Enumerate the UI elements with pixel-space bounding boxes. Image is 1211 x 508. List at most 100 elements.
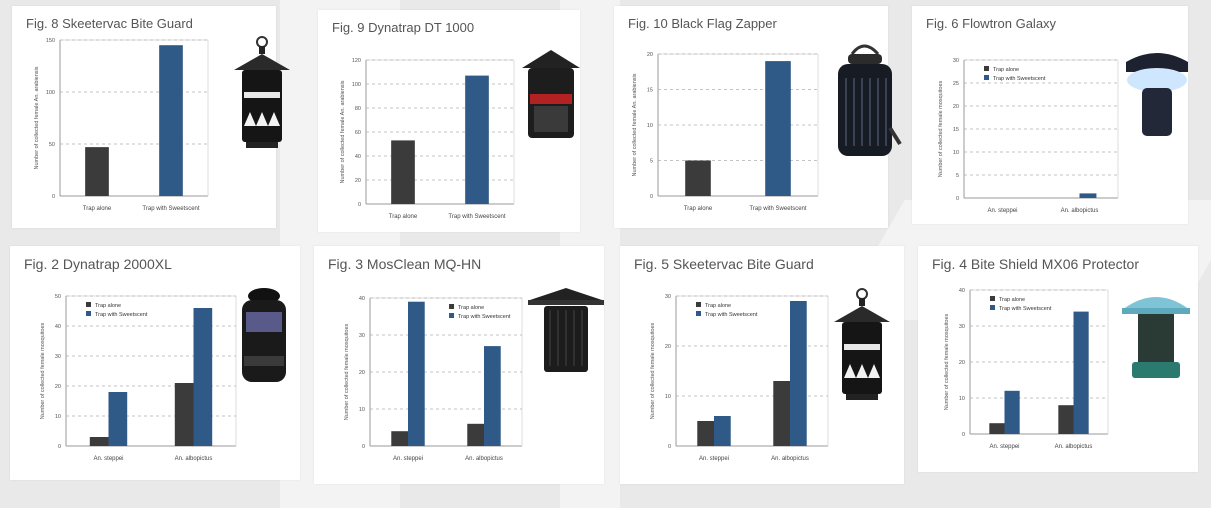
bar <box>773 381 790 446</box>
dynatrap-2000xl-icon <box>242 288 286 382</box>
legend-swatch <box>990 296 995 301</box>
legend-label: Trap with Sweetscent <box>993 76 1046 82</box>
mosclean-icon <box>528 288 604 372</box>
legend-label: Trap alone <box>95 303 121 309</box>
x-tick-label: An. steppei <box>987 208 1017 214</box>
y-tick-label: 10 <box>55 414 61 420</box>
y-axis-label: Number of collected female An. arabiensi… <box>632 73 638 176</box>
chart-panel-3: Fig. 10 Black Flag Zapper 20 15 10 5 0 Number… <box>614 6 888 228</box>
bar <box>391 431 408 446</box>
x-tick-label: An. albopictus <box>771 456 809 462</box>
x-tick-label: An. steppei <box>989 444 1019 450</box>
y-tick-label: 0 <box>52 194 55 200</box>
x-tick-label: An. steppei <box>93 456 123 462</box>
y-tick-label: 150 <box>46 38 55 44</box>
y-axis-label: Number of collected female An. arabiensi… <box>340 80 346 183</box>
bar <box>85 147 109 196</box>
y-axis-label: Number of collected female mosquitoes <box>40 322 46 419</box>
y-axis-label: Number of collected female mosquitoes <box>344 323 350 420</box>
legend-label: Trap with Sweetscent <box>999 306 1052 312</box>
bar <box>193 308 213 446</box>
y-tick-label: 15 <box>953 127 959 133</box>
legend-swatch <box>696 302 701 307</box>
chart-title: Fig. 5 Skeetervac Bite Guard <box>634 256 814 272</box>
bar <box>989 423 1005 434</box>
legend-label: Trap alone <box>993 67 1019 73</box>
legend-label: Trap with Sweetscent <box>95 312 148 318</box>
y-tick-label: 10 <box>647 123 653 129</box>
x-tick-label: An. albopictus <box>1055 444 1093 450</box>
bar <box>1058 405 1074 434</box>
y-tick-label: 25 <box>953 81 959 87</box>
bar <box>484 346 501 446</box>
y-tick-label: 20 <box>959 360 965 366</box>
y-tick-label: 120 <box>352 58 361 64</box>
x-tick-label: An. steppei <box>393 456 423 462</box>
bar <box>714 416 731 446</box>
legend-label: Trap with Sweetscent <box>705 312 758 318</box>
legend-swatch <box>696 311 701 316</box>
x-tick-label: Trap with Sweetscent <box>142 206 199 212</box>
dynatrap-dt1000-icon <box>522 50 580 138</box>
bar <box>408 301 425 446</box>
bar <box>1073 311 1089 434</box>
chart-panel-7: Fig. 5 Skeetervac Bite Guard 30 20 10 0 Numb… <box>620 246 904 484</box>
chart-title: Fig. 6 Flowtron Galaxy <box>926 16 1057 31</box>
chart-title: Fig. 8 Skeetervac Bite Guard <box>26 16 193 31</box>
chart-title: Fig. 4 Bite Shield MX06 Protector <box>932 256 1139 272</box>
y-tick-label: 30 <box>359 333 365 339</box>
y-tick-label: 0 <box>650 194 653 200</box>
bar <box>1079 193 1097 198</box>
legend-swatch <box>449 313 455 318</box>
y-tick-label: 50 <box>49 142 55 148</box>
x-tick-label: Trap alone <box>389 214 418 220</box>
bar <box>790 301 807 446</box>
bar <box>467 423 484 446</box>
bar <box>1004 390 1020 434</box>
legend-swatch <box>86 311 91 316</box>
y-tick-label: 40 <box>355 154 361 160</box>
chart-svg: 40 30 20 10 0 Number of collected female mosq… <box>944 288 1109 450</box>
x-tick-label: Trap with Sweetscent <box>749 206 806 212</box>
legend-swatch <box>984 66 989 71</box>
y-tick-label: 20 <box>647 52 653 58</box>
x-tick-label: An. steppei <box>699 456 729 462</box>
chart-svg: 40 30 20 10 0 Number of collected female mosq… <box>344 296 523 462</box>
y-tick-label: 0 <box>668 444 671 450</box>
y-tick-label: 0 <box>956 196 959 202</box>
bar <box>108 392 128 446</box>
bar <box>685 160 711 196</box>
legend-label: Trap alone <box>999 297 1025 303</box>
y-tick-label: 60 <box>355 130 361 136</box>
y-axis-label: Number of collected female mosquitoes <box>650 322 656 419</box>
flowtron-galaxy-icon <box>1126 53 1188 136</box>
legend-label: Trap with Sweetscent <box>458 314 511 320</box>
chart-title: Fig. 10 Black Flag Zapper <box>628 16 777 31</box>
skeetervac-icon <box>234 36 290 148</box>
y-tick-label: 40 <box>55 324 61 330</box>
chart-title: Fig. 2 Dynatrap 2000XL <box>24 256 172 272</box>
chart-panel-1: Fig. 8 Skeetervac Bite Guard 150 100 50 0 Nu… <box>12 6 276 228</box>
y-tick-label: 20 <box>355 178 361 184</box>
legend-swatch <box>449 304 455 309</box>
x-tick-label: An. albopictus <box>465 456 503 462</box>
y-tick-label: 0 <box>962 432 965 438</box>
legend-swatch <box>86 302 91 307</box>
y-tick-label: 10 <box>953 150 959 156</box>
bar <box>159 45 183 197</box>
y-tick-label: 20 <box>665 344 671 350</box>
y-tick-label: 10 <box>959 396 965 402</box>
x-tick-label: Trap with Sweetscent <box>448 214 505 220</box>
black-flag-zapper-icon <box>838 44 902 156</box>
y-tick-label: 5 <box>956 173 959 179</box>
bar <box>765 61 791 196</box>
chart-svg: 50 40 30 20 10 0 Number of collected female mo… <box>40 294 237 462</box>
y-tick-label: 0 <box>362 444 365 450</box>
y-axis-label: Number of collected female An. arabiensi… <box>34 66 40 169</box>
legend-label: Trap alone <box>458 305 484 311</box>
y-tick-label: 30 <box>55 354 61 360</box>
x-tick-label: An. albopictus <box>1061 208 1099 214</box>
y-tick-label: 5 <box>650 159 653 165</box>
y-tick-label: 40 <box>959 288 965 294</box>
chart-title: Fig. 3 MosClean MQ-HN <box>328 256 482 272</box>
